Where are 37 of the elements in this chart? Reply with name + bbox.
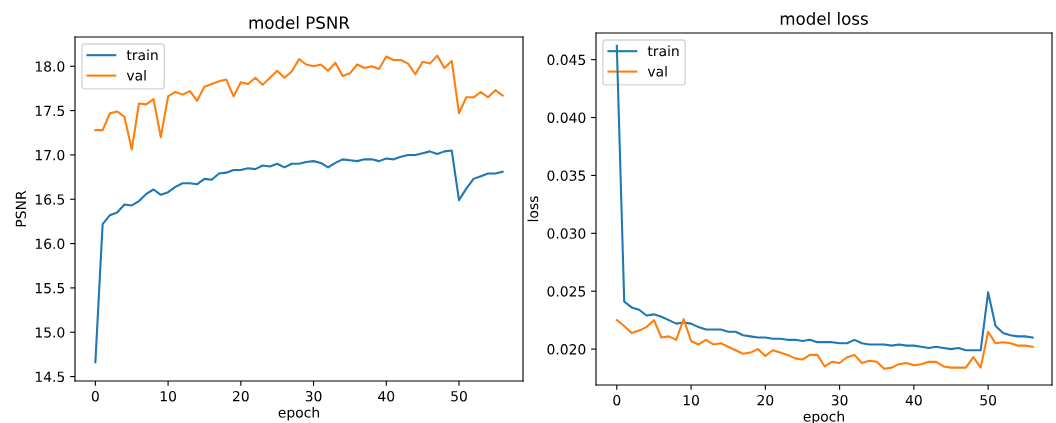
y-tick-label: 15.0 — [35, 327, 65, 338]
y-tick-label: 0.030 — [547, 228, 586, 239]
legend-label: val — [126, 69, 146, 81]
y-tick-label: 0.035 — [547, 170, 586, 181]
chart-title: model loss — [780, 12, 868, 25]
x-tick-label: 40 — [378, 390, 395, 402]
y-tick-label: 17.0 — [35, 149, 65, 161]
y-tick-label: 14.5 — [35, 371, 65, 383]
y-tick-label: 17.5 — [35, 105, 65, 117]
legend-label: val — [647, 65, 667, 77]
chart-title: model PSNR — [249, 16, 350, 29]
x-axis-title: epoch — [278, 406, 319, 421]
x-tick-label: 0 — [91, 390, 99, 402]
legend-label: train — [647, 45, 679, 57]
y-tick-label: 0.025 — [547, 286, 586, 297]
x-tick-label: 20 — [233, 390, 249, 402]
y-tick-label: 0.020 — [547, 344, 586, 355]
x-tick-label: 30 — [831, 394, 848, 406]
y-tick-label: 16.0 — [35, 238, 65, 250]
x-tick-label: 10 — [683, 394, 699, 406]
y-tick-label: 18.0 — [35, 61, 65, 72]
line-series — [615, 317, 1034, 370]
x-tick-label: 50 — [980, 394, 997, 406]
y-axis-title: PSNR — [15, 190, 27, 227]
x-tick-label: 10 — [160, 390, 177, 402]
x-tick-label: 50 — [451, 390, 467, 402]
y-tick-label: 16.5 — [35, 194, 65, 205]
y-axis-title: loss — [527, 196, 539, 222]
x-tick-label: 0 — [613, 394, 621, 406]
x-tick-label: 40 — [905, 394, 922, 406]
y-tick-label: 0.045 — [547, 54, 586, 66]
y-tick-label: 15.5 — [35, 283, 65, 294]
y-tick-label: 0.040 — [547, 112, 586, 123]
x-tick-label: 30 — [305, 390, 322, 402]
line-series — [94, 149, 504, 364]
x-tick-label: 20 — [757, 394, 774, 406]
legend-label: train — [126, 49, 158, 61]
